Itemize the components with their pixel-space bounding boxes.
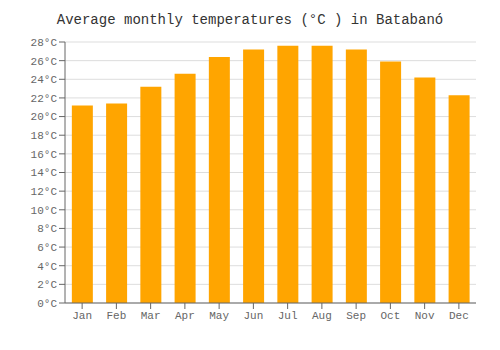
svg-text:10°C: 10°C	[31, 205, 58, 217]
svg-text:2°C: 2°C	[37, 279, 57, 291]
svg-text:22°C: 22°C	[31, 93, 58, 105]
svg-text:May: May	[209, 310, 229, 322]
svg-text:6°C: 6°C	[37, 242, 57, 254]
svg-text:Jan: Jan	[72, 310, 92, 322]
svg-text:Feb: Feb	[106, 310, 126, 322]
svg-text:Apr: Apr	[175, 310, 195, 322]
svg-text:24°C: 24°C	[31, 74, 58, 86]
svg-text:Jun: Jun	[243, 310, 263, 322]
svg-text:18°C: 18°C	[31, 130, 58, 142]
svg-text:Sep: Sep	[346, 310, 366, 322]
svg-text:16°C: 16°C	[31, 149, 58, 161]
html-text:Average monthly temperatures (: Average monthly temperatures (°C ) in Ba…	[56, 12, 444, 28]
svg-text:12°C: 12°C	[31, 186, 58, 198]
svg-text:Nov: Nov	[415, 310, 435, 322]
svg-text:Aug: Aug	[312, 310, 332, 322]
svg-text:26°C: 26°C	[31, 56, 58, 68]
svg-text:20°C: 20°C	[31, 111, 58, 123]
svg-text:4°C: 4°C	[37, 261, 57, 273]
svg-text:Mar: Mar	[141, 310, 161, 322]
svg-text:14°C: 14°C	[31, 167, 58, 179]
svg-text:0°C: 0°C	[37, 298, 57, 310]
svg-text:8°C: 8°C	[37, 223, 57, 235]
svg-text:Jul: Jul	[278, 310, 298, 322]
svg-text:Dec: Dec	[449, 310, 469, 322]
svg-text:Oct: Oct	[380, 310, 400, 322]
svg-text:28°C: 28°C	[31, 37, 58, 49]
